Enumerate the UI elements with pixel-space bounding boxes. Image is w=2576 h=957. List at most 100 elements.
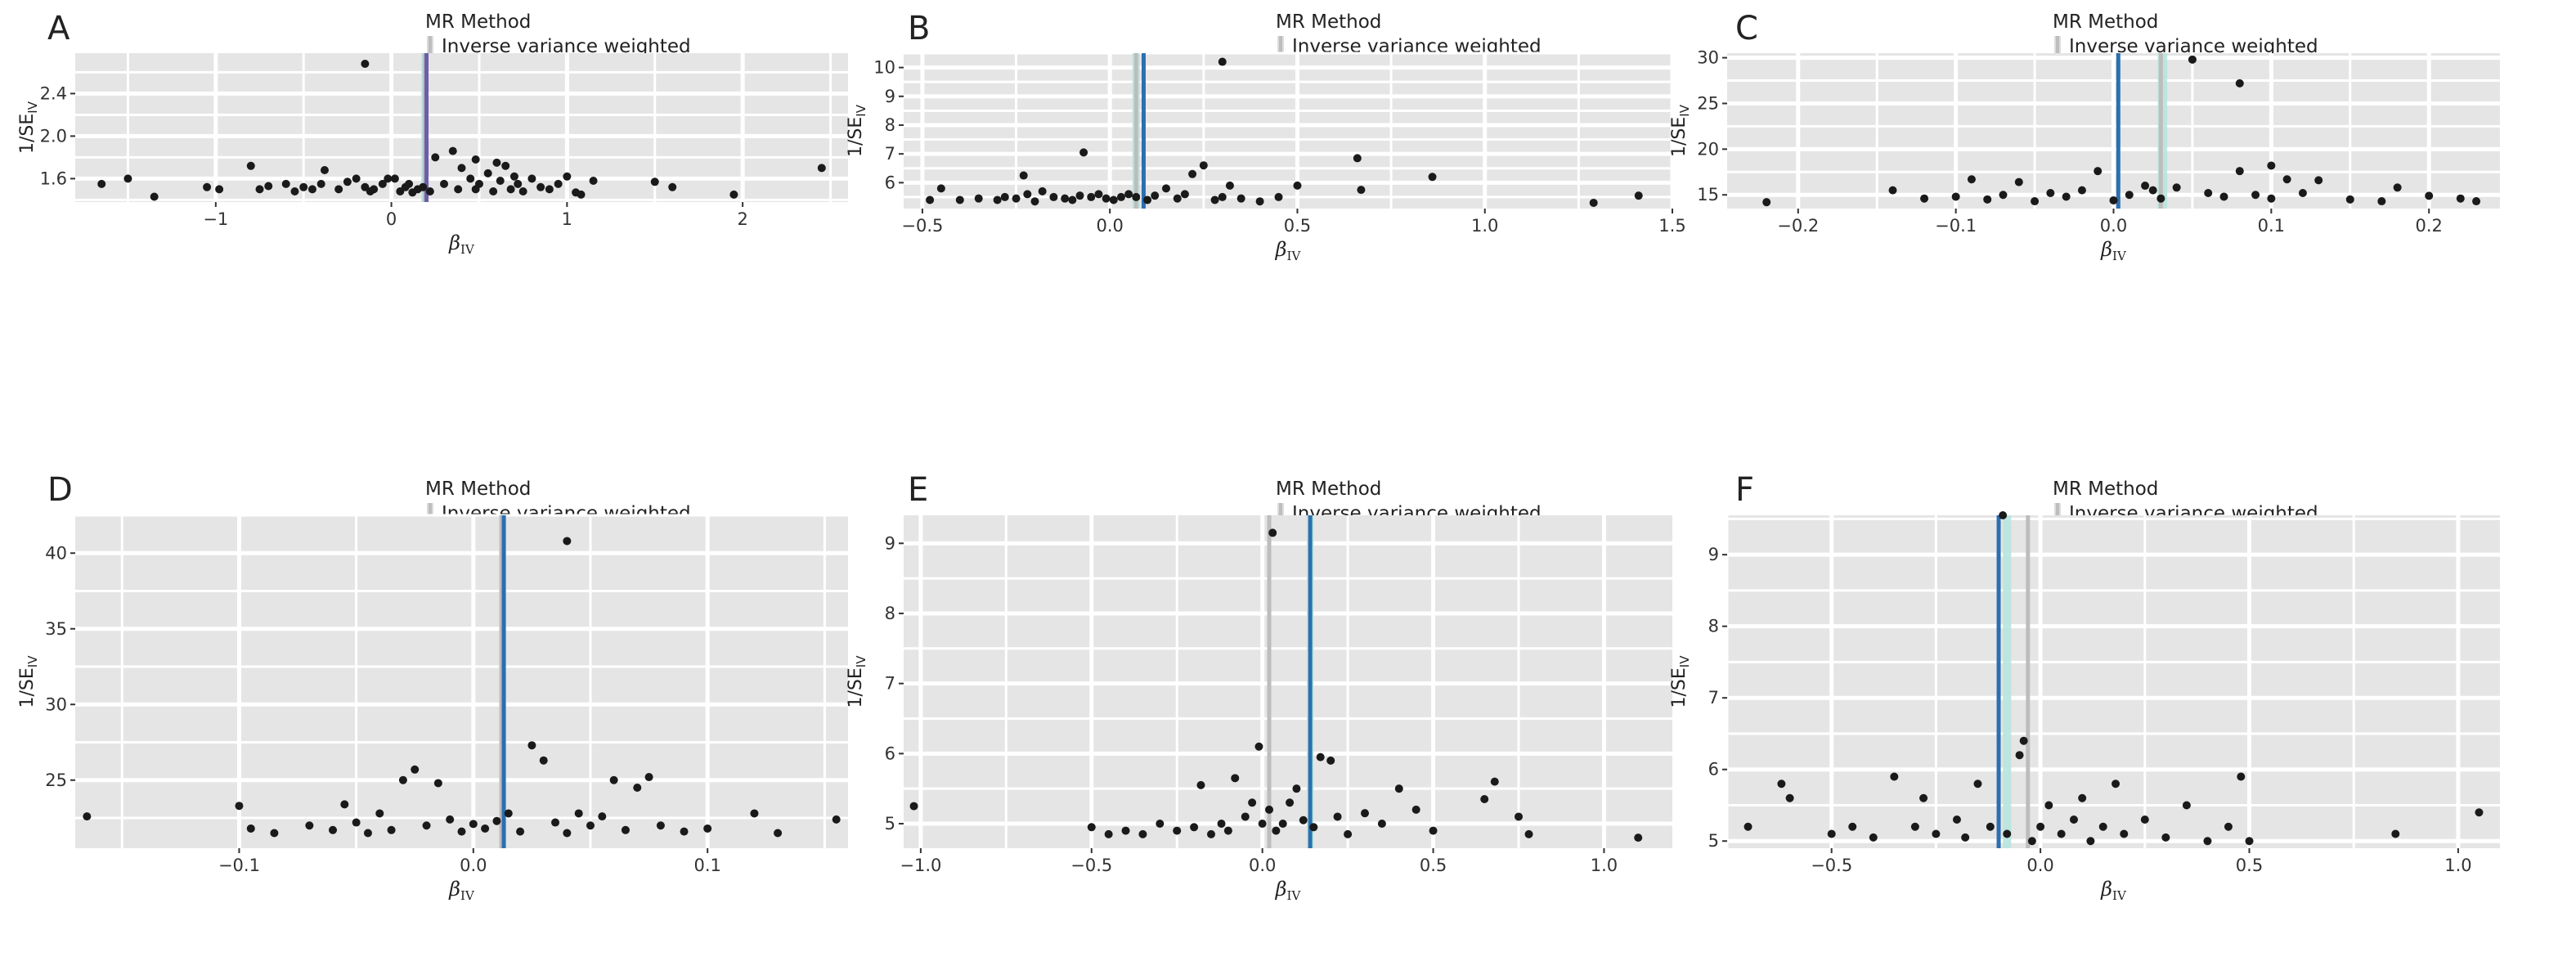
data-point — [1480, 795, 1489, 804]
x-tick-label: 0.0 — [2026, 856, 2053, 875]
data-point — [215, 185, 224, 194]
data-point — [481, 824, 490, 833]
legend-key-ivw — [429, 503, 432, 523]
y-tick-label: 9 — [885, 87, 895, 106]
data-point — [1138, 829, 1147, 838]
y-axis-title: 1/SEIV — [1669, 655, 1692, 708]
y-tick-label: 2.0 — [40, 126, 67, 146]
data-point — [621, 825, 630, 834]
y-tick-label: 6 — [885, 744, 895, 763]
data-point — [1236, 194, 1245, 203]
data-point — [299, 182, 308, 191]
x-axis-title: βIV — [1275, 238, 1302, 263]
legend-key-ivw — [2056, 503, 2059, 523]
data-point — [1762, 198, 1771, 207]
data-point — [2456, 194, 2465, 203]
x-tick-label: 1.5 — [1658, 216, 1685, 236]
y-axis-title: 1/SEIV — [17, 655, 40, 708]
y-tick-label: 30 — [45, 694, 67, 714]
data-point — [123, 174, 132, 183]
data-point — [1173, 826, 1182, 835]
data-point — [1848, 822, 1857, 831]
data-point — [1286, 798, 1295, 807]
data-point — [1199, 161, 1208, 170]
data-point — [2078, 793, 2087, 802]
x-axis: −1.0 −0.5 0.0 0.5 1.0 — [900, 848, 1618, 875]
gridlines — [75, 514, 848, 848]
data-point — [1196, 780, 1205, 789]
data-point — [448, 146, 457, 155]
data-point — [563, 829, 572, 838]
data-point — [2172, 183, 2181, 192]
data-point — [492, 816, 501, 825]
data-point — [290, 187, 299, 195]
x-tick-label: −0.2 — [1777, 216, 1819, 236]
panel-letter-e: E — [908, 471, 928, 509]
data-point — [2148, 186, 2157, 195]
x-tick-label: −0.5 — [901, 216, 943, 236]
y-axis-title: 1/SEIV — [1669, 104, 1692, 157]
data-point — [419, 182, 428, 191]
data-point — [440, 179, 449, 188]
data-point — [329, 825, 337, 834]
data-point — [1869, 833, 1878, 842]
data-points — [83, 537, 841, 838]
data-point — [1357, 186, 1366, 195]
y-tick-label: 8 — [885, 604, 895, 623]
x-tick-label: 0.5 — [1420, 856, 1447, 875]
data-point — [680, 827, 689, 836]
data-point — [817, 164, 826, 173]
data-point — [1254, 742, 1263, 751]
data-point — [2314, 176, 2323, 185]
data-point — [1411, 805, 1420, 814]
data-point — [774, 829, 783, 838]
data-point — [2031, 197, 2040, 206]
data-point — [554, 179, 563, 188]
x-tick-label: −0.1 — [1935, 216, 1977, 236]
data-point — [514, 179, 523, 188]
y-axis: 5 6 7 8 9 — [1708, 545, 1727, 851]
x-axis: −1 0 1 2 — [203, 202, 748, 229]
data-point — [650, 177, 659, 186]
data-point — [2182, 801, 2191, 810]
data-point — [1061, 194, 1070, 203]
data-point — [1258, 820, 1267, 829]
data-point — [352, 818, 361, 827]
data-point — [1161, 184, 1170, 193]
y-tick-label: 35 — [45, 619, 67, 639]
data-point — [539, 756, 548, 765]
data-point — [1132, 192, 1141, 201]
data-point — [926, 195, 935, 204]
data-point — [1961, 833, 1970, 842]
data-point — [832, 815, 841, 824]
data-point — [2094, 167, 2103, 176]
data-point — [281, 179, 290, 188]
data-point — [264, 182, 273, 191]
data-point — [750, 809, 759, 818]
data-point — [1394, 784, 1403, 793]
data-point — [446, 815, 455, 824]
x-axis: −0.5 0.0 0.5 1.0 — [1811, 848, 2472, 875]
data-point — [936, 184, 945, 193]
data-point — [1019, 171, 1028, 180]
data-point — [469, 820, 478, 829]
data-point — [577, 190, 586, 199]
data-point — [598, 812, 607, 821]
data-point — [1785, 793, 1794, 802]
data-point — [1333, 812, 1342, 821]
data-point — [518, 187, 527, 195]
data-point — [589, 177, 598, 185]
data-point — [431, 153, 440, 162]
data-point — [2027, 837, 2036, 846]
data-point — [527, 741, 536, 750]
legend-title: MR Method — [2053, 11, 2158, 33]
data-point — [246, 824, 255, 833]
data-point — [1104, 829, 1113, 838]
data-point — [1255, 197, 1264, 206]
x-tick-label: 1.0 — [1591, 856, 1618, 875]
data-point — [1218, 57, 1227, 66]
y-tick-label: 25 — [45, 771, 67, 790]
data-point — [361, 60, 370, 68]
